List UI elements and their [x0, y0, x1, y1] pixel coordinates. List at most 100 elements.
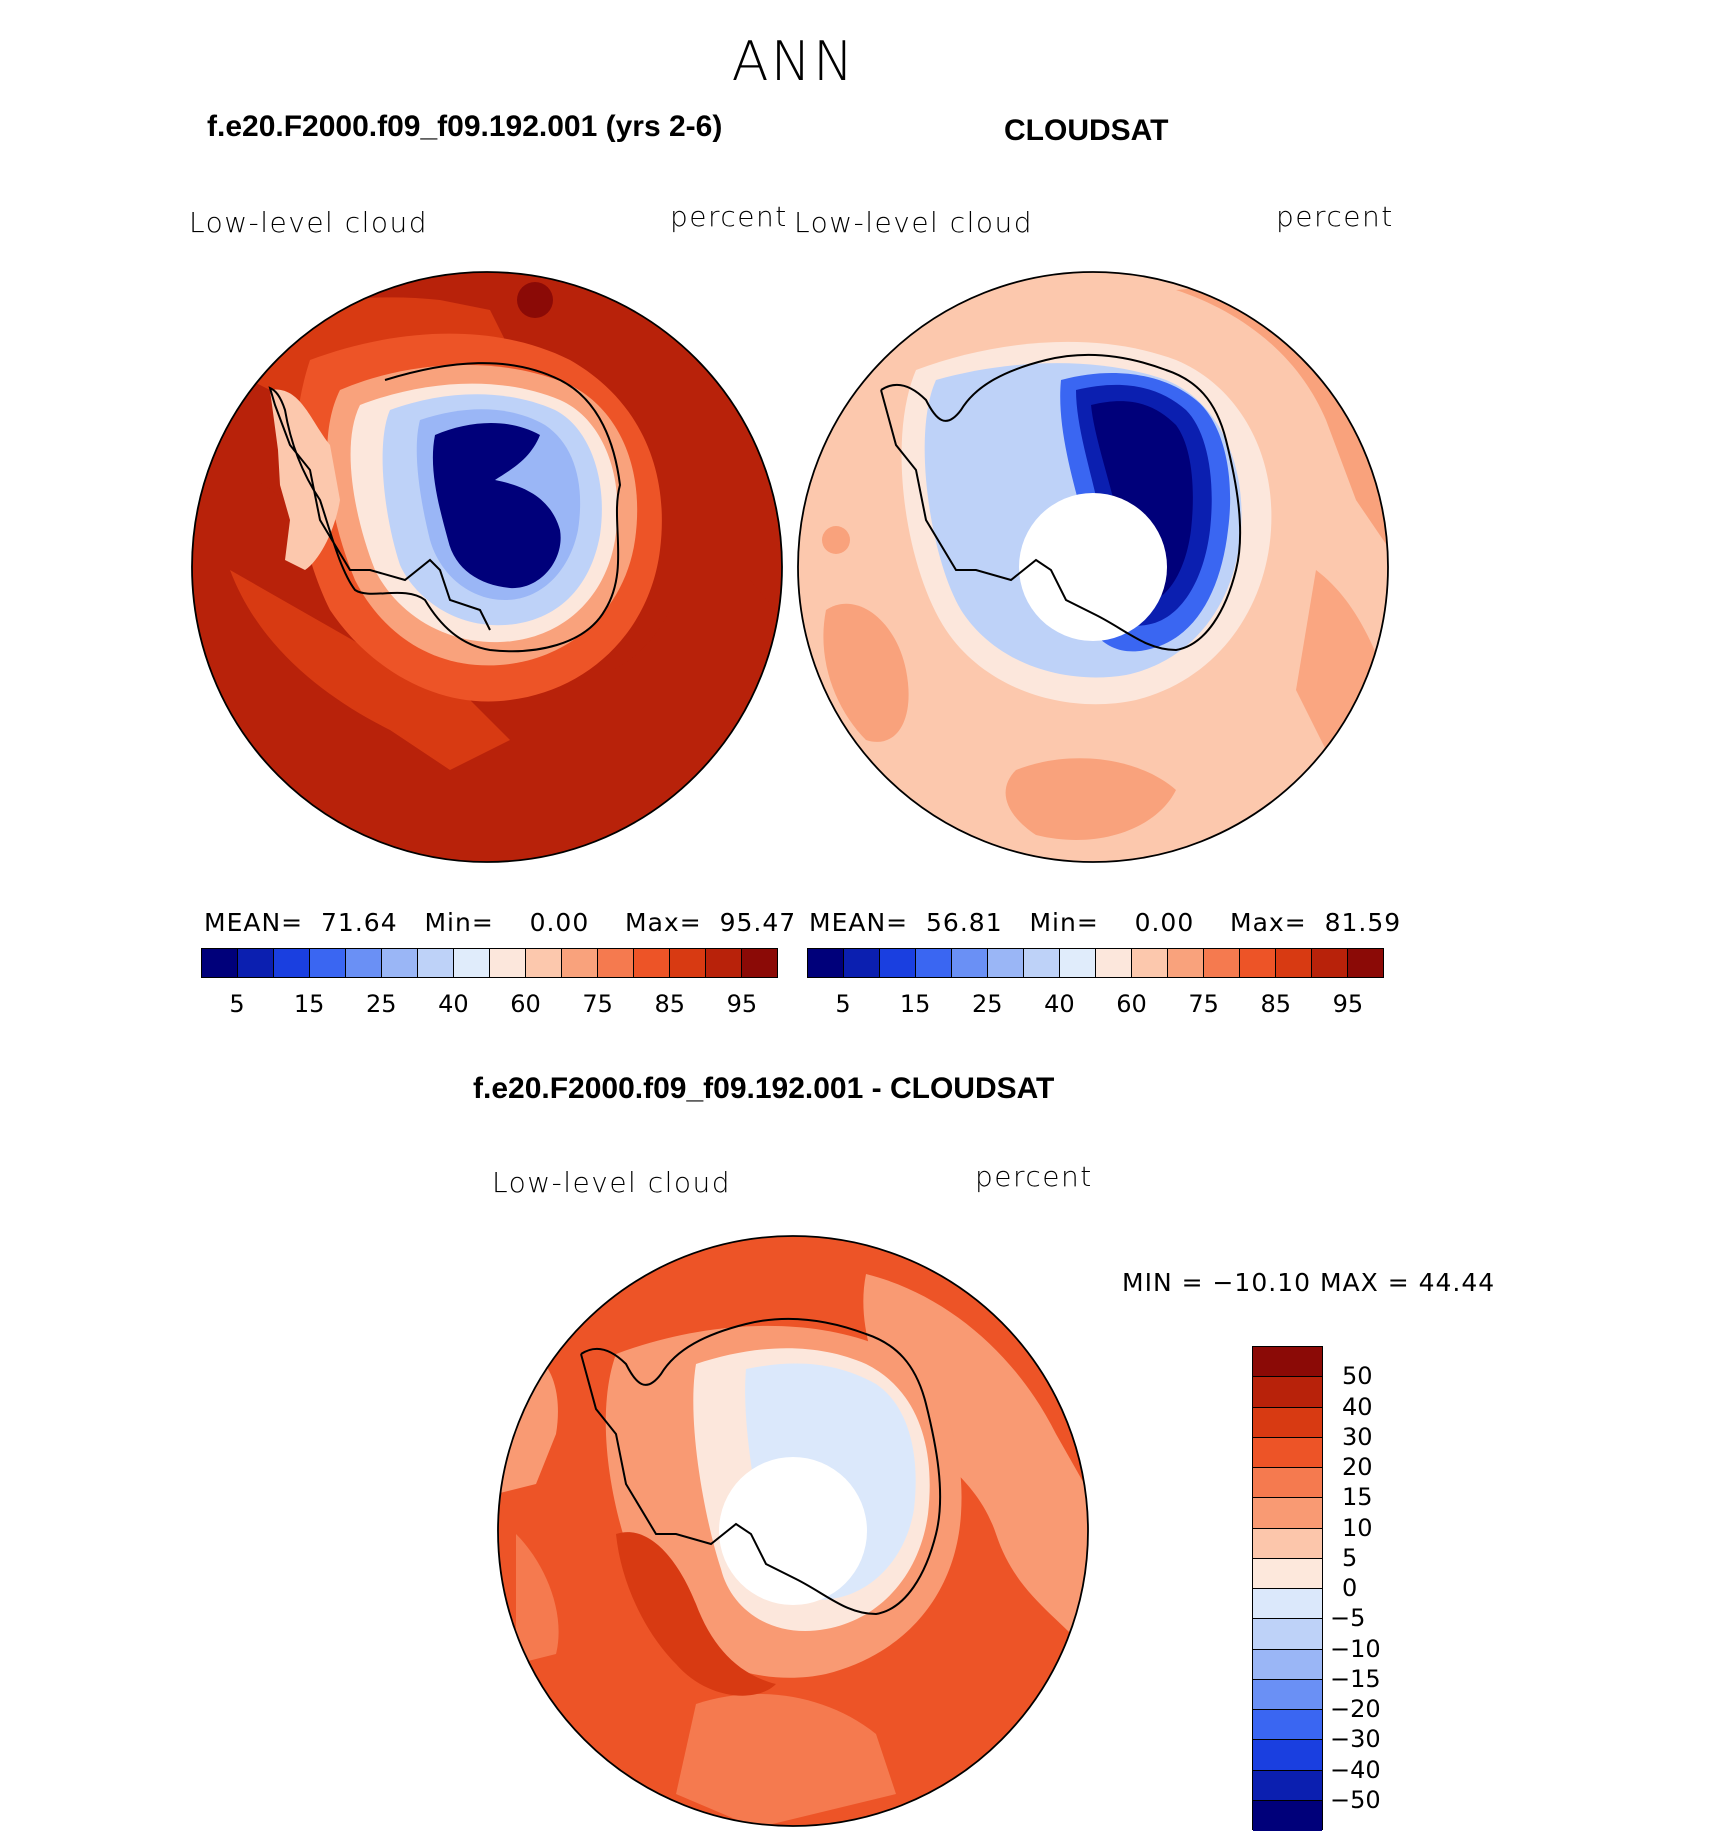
colorbar-box: [1253, 1528, 1322, 1559]
panel-3-variable-label: Low-level cloud: [492, 1166, 732, 1199]
colorbar-box: [844, 949, 880, 977]
colorbar-box: [1348, 949, 1383, 977]
colorbar-tick-label: 75: [582, 990, 613, 1018]
colorbar-tick-label: 20: [1342, 1453, 1373, 1481]
colorbar-tick-label: 10: [1342, 1513, 1373, 1542]
colorbar-box: [1253, 1619, 1322, 1650]
colorbar-tick-label: −20: [1330, 1695, 1381, 1723]
colorbar-tick-label: 0: [1342, 1574, 1358, 1602]
colorbar-tick-label: 5: [1342, 1543, 1358, 1572]
colorbar-tick-label: 5: [229, 990, 245, 1018]
colorbar-tick-label: 40: [1342, 1392, 1373, 1421]
panel-2-stats: MEAN= 56.81 Min= 0.00 Max= 81.59: [809, 908, 1402, 937]
panel-3-title: f.e20.F2000.f09_f09.192.001 - CLOUDSAT: [473, 1072, 1055, 1105]
colorbar-box: [1253, 1800, 1322, 1831]
colorbar-box: [1132, 949, 1168, 977]
panel-2-variable-label: Low-level cloud: [794, 206, 1034, 239]
colorbar-tick-label: 40: [1044, 990, 1075, 1018]
colorbar-tick-label: 50: [1342, 1362, 1373, 1391]
colorbar-tick-label: 25: [366, 990, 397, 1018]
colorbar-tick-label: 85: [654, 990, 686, 1018]
colorbar-box: [418, 949, 454, 977]
colorbar-tick-label: −15: [1330, 1664, 1381, 1693]
panel-1-map: [191, 271, 783, 863]
colorbar-box: [1240, 949, 1276, 977]
colorbar-tick-label: 75: [1188, 990, 1219, 1018]
colorbar-box: [808, 949, 844, 977]
colorbar-tick-label: 15: [1342, 1483, 1373, 1512]
colorbar-box: [1253, 1498, 1322, 1529]
colorbar-box: [1253, 1558, 1322, 1589]
colorbar-box: [1253, 1407, 1322, 1438]
colorbar-box: [1204, 949, 1240, 977]
panel-3-colorbar: [1252, 1346, 1323, 1831]
colorbar-box: [1253, 1347, 1322, 1378]
colorbar-box: [1024, 949, 1060, 977]
colorbar-box: [1096, 949, 1132, 977]
colorbar-box: [1312, 949, 1348, 977]
colorbar-box: [1253, 1649, 1322, 1680]
panel-2-colorbar: [807, 948, 1384, 978]
panel-2-colorbar-ticks: 5 15 25 40 60 75 85 95: [807, 990, 1384, 1020]
colorbar-box: [1253, 1589, 1322, 1620]
colorbar-box: [670, 949, 706, 977]
colorbar-tick-label: −10: [1330, 1634, 1381, 1663]
colorbar-box: [1253, 1377, 1322, 1408]
colorbar-tick-label: 85: [1260, 990, 1292, 1018]
colorbar-box: [1060, 949, 1096, 977]
panel-2-units-label: percent: [1276, 200, 1394, 233]
colorbar-box: [988, 949, 1024, 977]
colorbar-box: [706, 949, 742, 977]
colorbar-tick-label: −5: [1330, 1604, 1366, 1633]
colorbar-box: [1253, 1468, 1322, 1499]
colorbar-box: [1276, 949, 1312, 977]
colorbar-box: [562, 949, 598, 977]
colorbar-tick-label: 15: [293, 990, 325, 1018]
colorbar-box: [742, 949, 777, 977]
colorbar-box: [634, 949, 670, 977]
panel-3-units-label: percent: [975, 1160, 1093, 1193]
colorbar-tick-label: 95: [726, 990, 758, 1018]
colorbar-box: [952, 949, 988, 977]
colorbar-tick-label: −40: [1330, 1755, 1381, 1784]
colorbar-box: [274, 949, 310, 977]
colorbar-tick-label: 30: [1342, 1422, 1373, 1451]
colorbar-box: [1253, 1679, 1322, 1710]
colorbar-tick-label: 5: [835, 990, 851, 1018]
colorbar-tick-label: 15: [899, 990, 931, 1018]
panel-1-title: f.e20.F2000.f09_f09.192.001 (yrs 2-6): [207, 110, 723, 143]
panel-1-stats: MEAN= 71.64 Min= 0.00 Max= 95.47: [204, 908, 797, 937]
colorbar-tick-label: 40: [438, 990, 469, 1018]
colorbar-box: [454, 949, 490, 977]
colorbar-tick-label: 25: [972, 990, 1003, 1018]
page-title: ANN: [731, 30, 856, 93]
colorbar-box: [310, 949, 346, 977]
colorbar-box: [346, 949, 382, 977]
panel-1-colorbar-ticks: 5 15 25 40 60 75 85 95: [201, 990, 778, 1020]
colorbar-box: [1253, 1437, 1322, 1468]
panel-1-colorbar: [201, 948, 778, 978]
panel-1-units-label: percent: [670, 200, 788, 233]
colorbar-box: [916, 949, 952, 977]
panel-2-title: CLOUDSAT: [1004, 114, 1169, 147]
colorbar-tick-label: 60: [510, 990, 541, 1018]
colorbar-box: [202, 949, 238, 977]
colorbar-box: [880, 949, 916, 977]
colorbar-box: [1253, 1770, 1322, 1801]
panel-3-colorbar-ticks: 50 40 30 20 15 10 5 0 −5 −10 −15 −20 −30 −40 −50: [1330, 1346, 1390, 1830]
colorbar-box: [526, 949, 562, 977]
colorbar-box: [598, 949, 634, 977]
colorbar-box: [1253, 1740, 1322, 1771]
panel-1-variable-label: Low-level cloud: [189, 206, 429, 239]
panel-3-map: [497, 1235, 1089, 1827]
colorbar-tick-label: 60: [1116, 990, 1147, 1018]
colorbar-tick-label: 95: [1332, 990, 1364, 1018]
colorbar-tick-label: −50: [1330, 1785, 1381, 1814]
colorbar-box: [382, 949, 418, 977]
colorbar-box: [1168, 949, 1204, 977]
panel-3-minmax: MIN = −10.10 MAX = 44.44: [1122, 1268, 1496, 1297]
colorbar-box: [1253, 1710, 1322, 1741]
colorbar-box: [238, 949, 274, 977]
panel-2-map: [797, 271, 1389, 863]
colorbar-tick-label: −30: [1330, 1725, 1381, 1754]
